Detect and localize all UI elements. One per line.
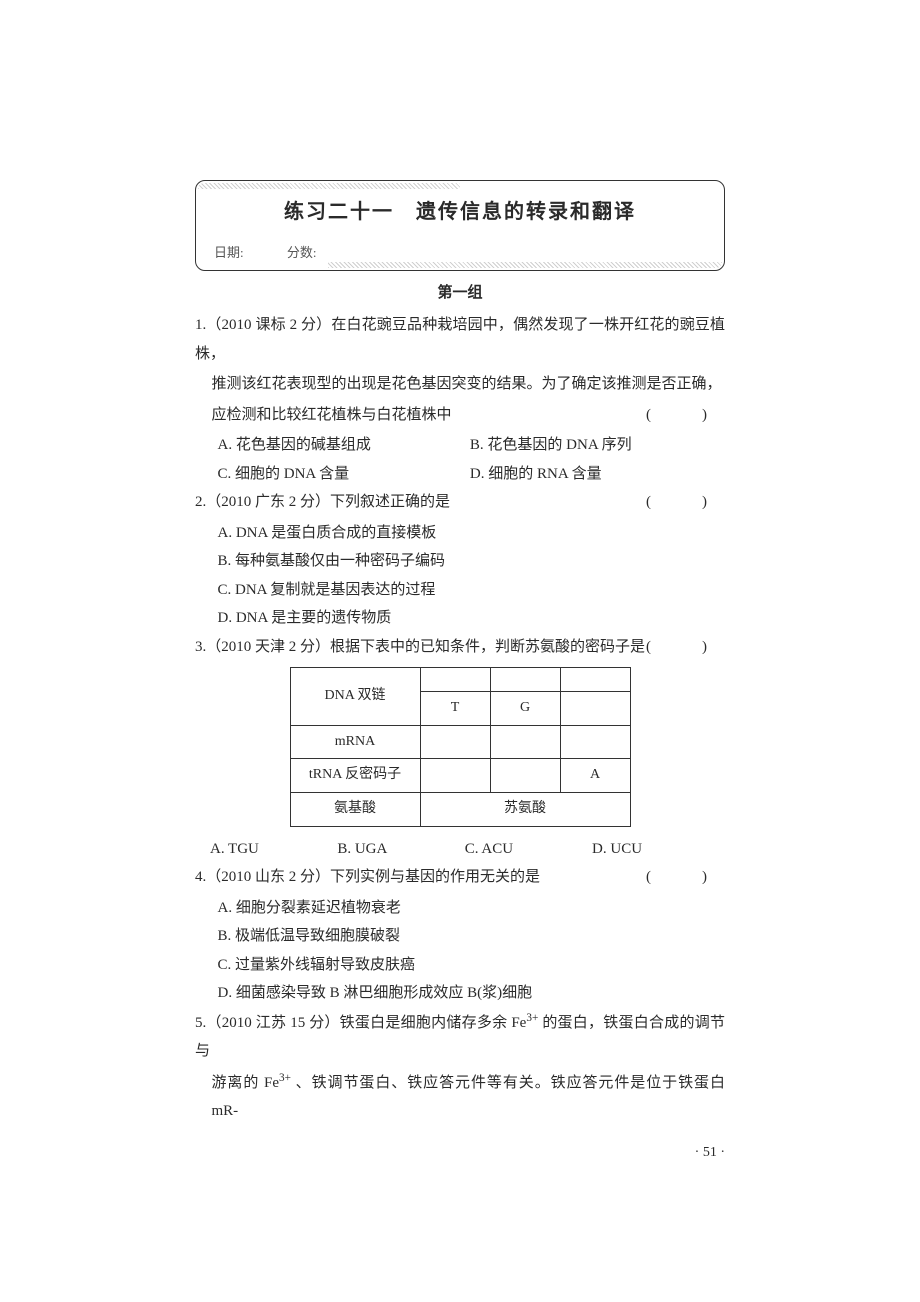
date-label: 日期: xyxy=(214,245,244,260)
q1-optD: D. 细胞的 RNA 含量 xyxy=(470,460,719,489)
q2-optD: D. DNA 是主要的遗传物质 xyxy=(195,604,725,633)
cell-dna: DNA 双链 xyxy=(290,668,420,726)
title-meta: 日期: 分数: xyxy=(208,241,712,266)
codon-table: DNA 双链 T G mRNA tRNA 反密码子 A 氨基酸 苏氨酸 xyxy=(290,667,631,826)
q3-optB: B. UGA xyxy=(337,835,461,864)
q4-stem-text: 4.（2010 山东 2 分）下列实例与基因的作用无关的是 xyxy=(195,869,540,885)
q4-optD: D. 细菌感染导致 B 淋巴细胞形成效应 B(浆)细胞 xyxy=(195,979,725,1008)
cell-mrna: mRNA xyxy=(290,725,420,759)
q1-line2: 推测该红花表现型的出现是花色基因突变的结果。为了确定该推测是否正确， xyxy=(195,370,725,399)
q1-optC: C. 细胞的 DNA 含量 xyxy=(218,460,467,489)
cell xyxy=(420,725,490,759)
q2-stem-text: 2.（2010 广东 2 分）下列叙述正确的是 xyxy=(195,494,450,510)
table-row: DNA 双链 xyxy=(290,668,630,692)
q1-opts-row2: C. 细胞的 DNA 含量 D. 细胞的 RNA 含量 xyxy=(195,460,725,489)
q3-optA: A. TGU xyxy=(210,835,334,864)
q4-optA: A. 细胞分裂素延迟植物衰老 xyxy=(195,894,725,923)
q2-optC: C. DNA 复制就是基因表达的过程 xyxy=(195,576,725,605)
cell xyxy=(490,759,560,793)
q3-opts: A. TGU B. UGA C. ACU D. UCU xyxy=(195,835,725,864)
q2-optB: B. 每种氨基酸仅由一种密码子编码 xyxy=(195,547,725,576)
cell xyxy=(490,725,560,759)
q3-optC: C. ACU xyxy=(465,835,589,864)
q4-optB: B. 极端低温导致细胞膜破裂 xyxy=(195,922,725,951)
q2-optA: A. DNA 是蛋白质合成的直接模板 xyxy=(195,519,725,548)
cell-thr: 苏氨酸 xyxy=(420,792,630,826)
q4-stem: 4.（2010 山东 2 分）下列实例与基因的作用无关的是 ( ) xyxy=(195,863,725,892)
answer-blank: ( ) xyxy=(646,488,725,517)
q5-line2: 游离的 Fe3+ 、铁调节蛋白、铁应答元件等有关。铁应答元件是位于铁蛋白 mR- xyxy=(195,1068,725,1126)
cell xyxy=(560,692,630,726)
answer-blank: ( ) xyxy=(646,633,725,662)
answer-blank: ( ) xyxy=(646,401,725,430)
title-box: 练习二十一 遗传信息的转录和翻译 日期: 分数: xyxy=(195,180,725,271)
q4-optC: C. 过量紫外线辐射导致皮肤癌 xyxy=(195,951,725,980)
table-row: 氨基酸 苏氨酸 xyxy=(290,792,630,826)
cell xyxy=(560,668,630,692)
cell: A xyxy=(560,759,630,793)
exercise-title: 练习二十一 遗传信息的转录和翻译 xyxy=(208,189,712,241)
cell-aa: 氨基酸 xyxy=(290,792,420,826)
cell xyxy=(490,668,560,692)
q1-optB: B. 花色基因的 DNA 序列 xyxy=(470,431,719,460)
q3-stem-text: 3.（2010 天津 2 分）根据下表中的已知条件，判断苏氨酸的密码子是 xyxy=(195,639,645,655)
cell: G xyxy=(490,692,560,726)
group-heading: 第一组 xyxy=(195,279,725,308)
score-label: 分数: xyxy=(287,245,317,260)
q3-stem: 3.（2010 天津 2 分）根据下表中的已知条件，判断苏氨酸的密码子是 ( ) xyxy=(195,633,725,662)
q1-line3: 应检测和比较红花植株与白花植株中 ( ) xyxy=(195,401,725,430)
page-number: · 51 · xyxy=(195,1140,725,1167)
cell: T xyxy=(420,692,490,726)
table-row: tRNA 反密码子 A xyxy=(290,759,630,793)
q2-stem: 2.（2010 广东 2 分）下列叙述正确的是 ( ) xyxy=(195,488,725,517)
q1-line1: 1.（2010 课标 2 分）在白花豌豆品种栽培园中，偶然发现了一株开红花的豌豆… xyxy=(195,311,725,368)
cell xyxy=(420,759,490,793)
q1-line3-text: 应检测和比较红花植株与白花植株中 xyxy=(212,407,452,423)
cell xyxy=(420,668,490,692)
cell xyxy=(560,725,630,759)
q1-optA: A. 花色基因的碱基组成 xyxy=(218,431,467,460)
q3-optD: D. UCU xyxy=(592,835,716,864)
q1-opts-row1: A. 花色基因的碱基组成 B. 花色基因的 DNA 序列 xyxy=(195,431,725,460)
answer-blank: ( ) xyxy=(646,863,725,892)
q5-line1: 5.（2010 江苏 15 分）铁蛋白是细胞内储存多余 Fe3+ 的蛋白，铁蛋白… xyxy=(195,1008,725,1066)
cell-trna: tRNA 反密码子 xyxy=(290,759,420,793)
table-row: mRNA xyxy=(290,725,630,759)
